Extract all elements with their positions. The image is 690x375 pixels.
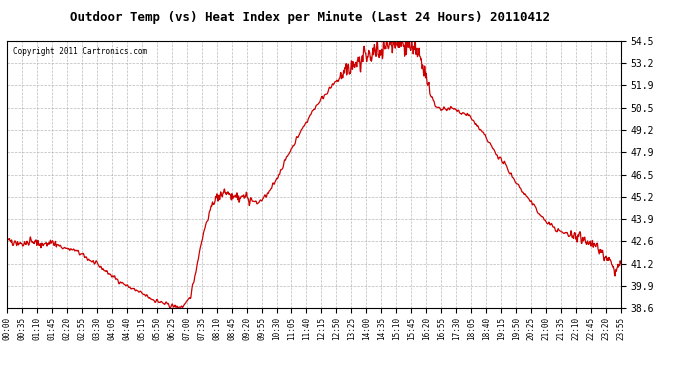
Text: Outdoor Temp (vs) Heat Index per Minute (Last 24 Hours) 20110412: Outdoor Temp (vs) Heat Index per Minute …: [70, 11, 551, 24]
Text: Copyright 2011 Cartronics.com: Copyright 2011 Cartronics.com: [13, 46, 147, 56]
